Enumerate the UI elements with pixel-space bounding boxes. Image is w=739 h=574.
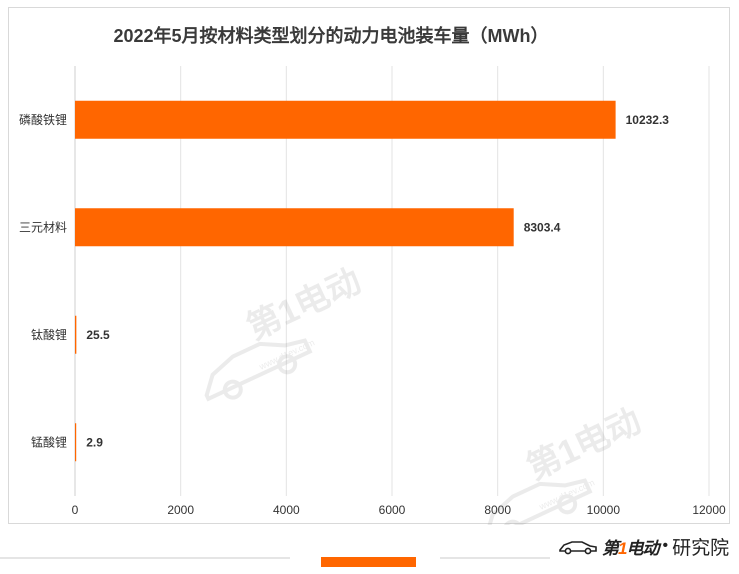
bar-0 — [75, 100, 616, 139]
x-tick-label: 8000 — [484, 503, 511, 517]
bars — [75, 100, 616, 462]
labels: 磷酸铁锂 10232.3 三元材料 8303.4 钛酸锂 25.5 锰酸锂 2.9 — [19, 112, 669, 450]
watermark-brand: 第1电动 — [521, 402, 647, 488]
watermark-wheel-icon — [557, 494, 578, 515]
value-label: 8303.4 — [524, 220, 561, 234]
category-label: 三元材料 — [19, 220, 67, 234]
x-tick-label: 2000 — [167, 503, 194, 517]
category-label: 钛酸锂 — [31, 327, 67, 342]
footer-divider-left — [0, 557, 290, 559]
watermark-car-icon — [484, 478, 593, 525]
watermark-wheel-icon — [222, 379, 243, 400]
x-tick-label: 0 — [72, 503, 79, 517]
category-label: 锰酸锂 — [31, 434, 67, 449]
watermark-brand: 第1电动 — [241, 262, 367, 348]
car-logo-icon — [559, 541, 597, 555]
bar-1 — [75, 208, 514, 247]
value-label: 25.5 — [86, 328, 110, 342]
category-label: 磷酸铁锂 — [19, 112, 67, 127]
watermark-wheel-icon — [277, 354, 298, 375]
x-tick-label: 10000 — [587, 503, 621, 517]
chart-frame: 2022年5月按材料类型划分的动力电池装车量（MWh） 0 2000 4000 600… — [8, 7, 730, 525]
bar-3 — [75, 423, 77, 462]
value-label: 10232.3 — [626, 113, 670, 127]
watermark-car-icon — [204, 338, 313, 402]
footer-divider-right — [440, 557, 550, 559]
brand-logo-text: 第1电动 — [602, 538, 659, 558]
footer-brand: 第1电动 • 研究院 — [558, 533, 729, 559]
chart-title: 2022年5月按材料类型划分的动力电池装车量（MWh） — [113, 25, 548, 46]
watermark-wheel-icon — [502, 519, 523, 525]
brand-suffix: 研究院 — [672, 537, 730, 559]
bar-2 — [75, 315, 77, 354]
x-tick-label: 6000 — [379, 503, 406, 517]
x-tick-label: 12000 — [692, 503, 726, 517]
footer-accent-bar — [321, 557, 416, 567]
x-tick-label: 4000 — [273, 503, 300, 517]
brand-separator: • — [662, 537, 669, 554]
bar-chart: 2022年5月按材料类型划分的动力电池装车量（MWh） 0 2000 4000 600… — [19, 25, 726, 525]
value-label: 2.9 — [86, 435, 103, 449]
